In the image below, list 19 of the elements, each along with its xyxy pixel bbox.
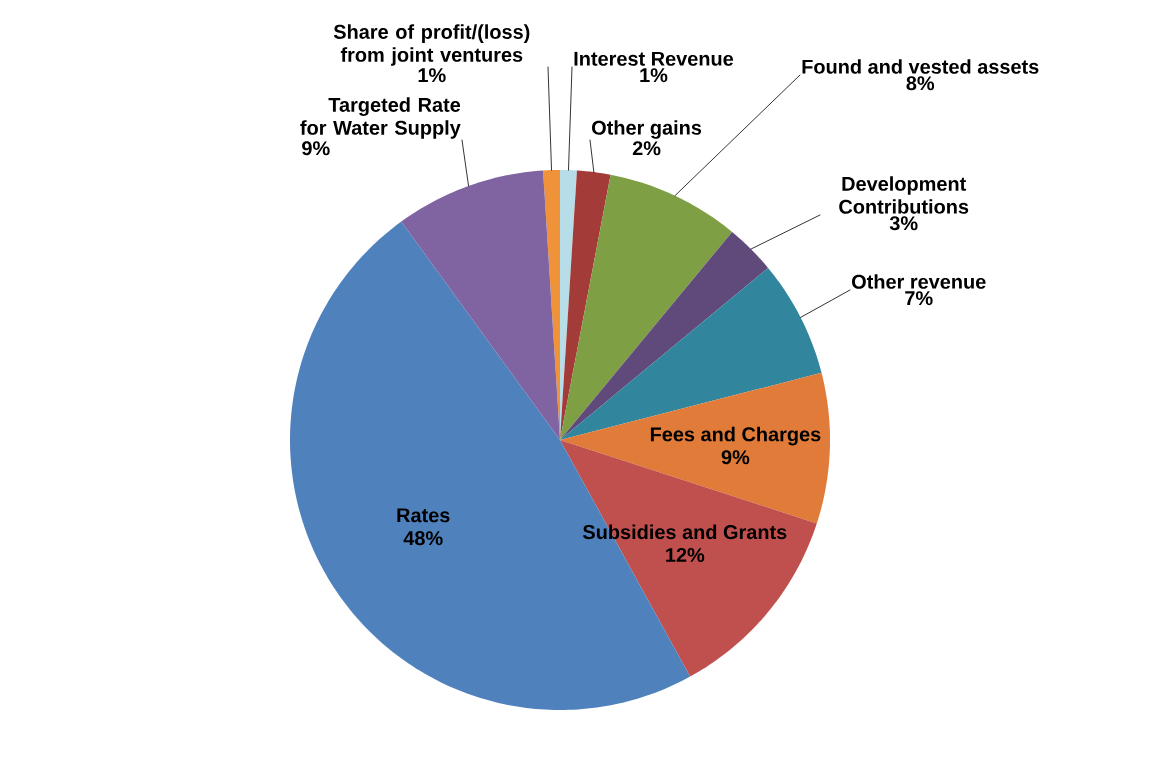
slice-label: Other gains xyxy=(592,120,702,139)
data-label: 7% xyxy=(905,291,933,306)
data-label: 1% xyxy=(640,68,668,83)
data-label: 1% xyxy=(418,68,446,83)
slice-label: Targeted Rate for Water Supply xyxy=(300,97,461,139)
slice-label: Other revenue xyxy=(852,274,986,289)
data-label: 9% xyxy=(721,450,750,465)
slice-label: Development Contributions xyxy=(839,176,969,214)
slice-label: Interest Revenue xyxy=(574,51,734,66)
data-label: 3% xyxy=(889,216,918,231)
slice-label: Rates xyxy=(397,508,450,523)
slice-label: Found and vested assets xyxy=(802,59,1039,74)
data-label: 9% xyxy=(302,141,330,156)
data-label: 48% xyxy=(403,531,443,546)
slice-label: Fees and Charges xyxy=(650,426,821,446)
data-label: 2% xyxy=(632,141,661,156)
slice-label: Share of profit/(loss) from joint ventures xyxy=(333,24,530,66)
data-label: 12% xyxy=(666,547,705,563)
data-label: 8% xyxy=(906,76,935,91)
